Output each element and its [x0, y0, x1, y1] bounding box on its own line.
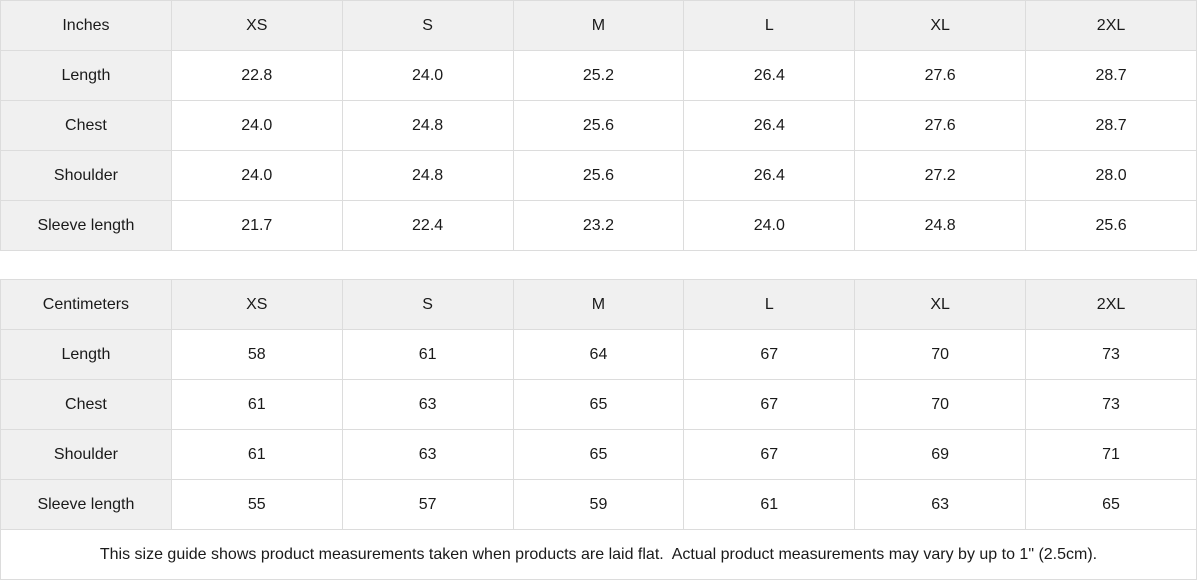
- measurement-label-cell: Sleeve length: [0, 479, 172, 530]
- measurement-value-cell: 63: [341, 429, 514, 480]
- size-header-cell: XS: [170, 0, 343, 51]
- measurement-value-cell: 28.0: [1025, 150, 1197, 201]
- measurement-value-cell: 27.6: [854, 100, 1027, 151]
- measurement-value-cell: 24.0: [170, 150, 343, 201]
- measurement-label-cell: Chest: [0, 379, 172, 430]
- measurement-value-cell: 27.6: [854, 50, 1027, 101]
- measurement-value-cell: 65: [512, 379, 685, 430]
- size-header-cell: S: [341, 0, 514, 51]
- size-guide-note: This size guide shows product measuremen…: [0, 530, 1197, 580]
- table-row: Length 22.8 24.0 25.2 26.4 27.6 28.7: [0, 50, 1197, 101]
- measurement-value-cell: 65: [512, 429, 685, 480]
- measurement-value-cell: 61: [170, 429, 343, 480]
- measurement-value-cell: 59: [512, 479, 685, 530]
- measurement-value-cell: 22.8: [170, 50, 343, 101]
- size-header-cell: M: [512, 279, 685, 330]
- measurement-value-cell: 26.4: [683, 100, 856, 151]
- measurement-value-cell: 27.2: [854, 150, 1027, 201]
- measurement-value-cell: 73: [1025, 329, 1197, 380]
- table-row: Shoulder 61 63 65 67 69 71: [0, 429, 1197, 480]
- measurement-value-cell: 67: [683, 379, 856, 430]
- size-header-cell: L: [683, 279, 856, 330]
- measurement-value-cell: 61: [341, 329, 514, 380]
- measurement-value-cell: 63: [341, 379, 514, 430]
- measurement-value-cell: 63: [854, 479, 1027, 530]
- measurement-value-cell: 24.8: [341, 150, 514, 201]
- size-header-cell: 2XL: [1025, 279, 1197, 330]
- measurement-value-cell: 25.2: [512, 50, 685, 101]
- measurement-value-cell: 57: [341, 479, 514, 530]
- table-row: Sleeve length 55 57 59 61 63 65: [0, 479, 1197, 530]
- size-header-cell: XL: [854, 279, 1027, 330]
- measurement-value-cell: 24.8: [341, 100, 514, 151]
- measurement-value-cell: 24.0: [341, 50, 514, 101]
- measurement-value-cell: 67: [683, 429, 856, 480]
- size-header-cell: XS: [170, 279, 343, 330]
- measurement-value-cell: 25.6: [1025, 200, 1197, 251]
- table-header-row: Centimeters XS S M L XL 2XL: [0, 279, 1197, 330]
- measurement-value-cell: 61: [170, 379, 343, 430]
- table-spacer: [0, 251, 1197, 279]
- table-row: Chest 24.0 24.8 25.6 26.4 27.6 28.7: [0, 100, 1197, 151]
- table-row: Chest 61 63 65 67 70 73: [0, 379, 1197, 430]
- measurement-value-cell: 70: [854, 329, 1027, 380]
- measurement-label-cell: Shoulder: [0, 429, 172, 480]
- size-header-cell: M: [512, 0, 685, 51]
- measurement-value-cell: 28.7: [1025, 100, 1197, 151]
- measurement-value-cell: 22.4: [341, 200, 514, 251]
- measurement-value-cell: 26.4: [683, 150, 856, 201]
- measurement-value-cell: 69: [854, 429, 1027, 480]
- measurement-label-cell: Length: [0, 50, 172, 101]
- measurement-value-cell: 24.8: [854, 200, 1027, 251]
- unit-header-cell: Centimeters: [0, 279, 172, 330]
- table-row: Shoulder 24.0 24.8 25.6 26.4 27.2 28.0: [0, 150, 1197, 201]
- measurement-value-cell: 55: [170, 479, 343, 530]
- measurement-label-cell: Shoulder: [0, 150, 172, 201]
- measurement-value-cell: 64: [512, 329, 685, 380]
- measurement-value-cell: 58: [170, 329, 343, 380]
- measurement-label-cell: Chest: [0, 100, 172, 151]
- measurement-value-cell: 70: [854, 379, 1027, 430]
- unit-header-cell: Inches: [0, 0, 172, 51]
- size-header-cell: 2XL: [1025, 0, 1197, 51]
- table-row: Length 58 61 64 67 70 73: [0, 329, 1197, 380]
- measurement-value-cell: 25.6: [512, 100, 685, 151]
- table-header-row: Inches XS S M L XL 2XL: [0, 0, 1197, 51]
- measurement-value-cell: 26.4: [683, 50, 856, 101]
- size-table-centimeters: Centimeters XS S M L XL 2XL Length 58 61…: [0, 279, 1197, 530]
- measurement-value-cell: 65: [1025, 479, 1197, 530]
- measurement-label-cell: Sleeve length: [0, 200, 172, 251]
- measurement-value-cell: 73: [1025, 379, 1197, 430]
- measurement-value-cell: 24.0: [683, 200, 856, 251]
- measurement-value-cell: 71: [1025, 429, 1197, 480]
- size-header-cell: XL: [854, 0, 1027, 51]
- size-table-inches: Inches XS S M L XL 2XL Length 22.8 24.0 …: [0, 0, 1197, 251]
- measurement-label-cell: Length: [0, 329, 172, 380]
- measurement-value-cell: 23.2: [512, 200, 685, 251]
- measurement-value-cell: 25.6: [512, 150, 685, 201]
- measurement-value-cell: 28.7: [1025, 50, 1197, 101]
- size-header-cell: L: [683, 0, 856, 51]
- size-header-cell: S: [341, 279, 514, 330]
- table-row: Sleeve length 21.7 22.4 23.2 24.0 24.8 2…: [0, 200, 1197, 251]
- measurement-value-cell: 61: [683, 479, 856, 530]
- measurement-value-cell: 21.7: [170, 200, 343, 251]
- measurement-value-cell: 67: [683, 329, 856, 380]
- measurement-value-cell: 24.0: [170, 100, 343, 151]
